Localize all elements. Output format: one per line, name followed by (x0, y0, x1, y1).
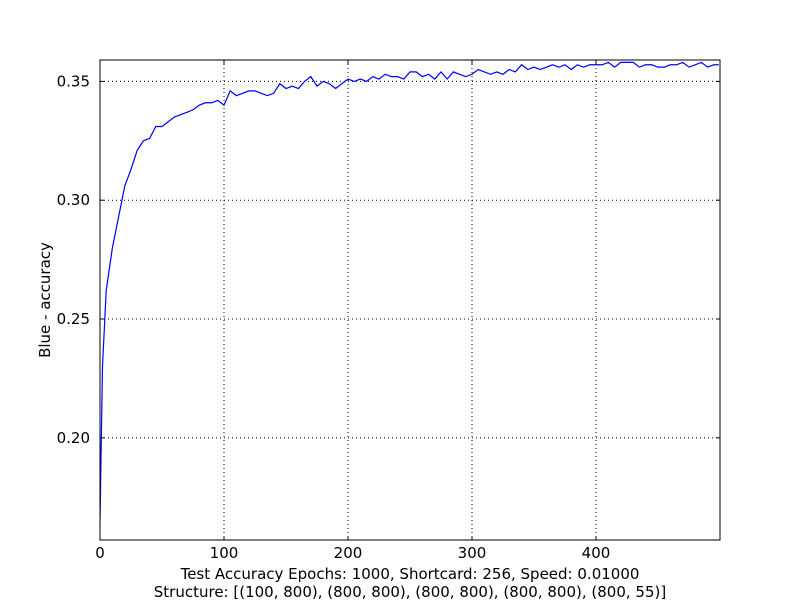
y-axis-label: Blue - accuracy (36, 242, 54, 358)
x-axis-label: Structure: [(100, 800), (800, 800), (800… (154, 583, 666, 600)
x-axis-label: Test Accuracy Epochs: 1000, Shortcard: 2… (180, 565, 640, 583)
y-tick-label: 0.30 (57, 191, 90, 209)
x-tick-label: 400 (582, 544, 611, 562)
y-tick-label: 0.20 (57, 429, 90, 447)
x-tick-label: 300 (458, 544, 487, 562)
x-tick-label: 0 (95, 544, 105, 562)
line-series (100, 61, 719, 521)
y-tick-label: 0.25 (57, 310, 90, 328)
x-tick-label: 200 (334, 544, 363, 562)
y-tick-label: 0.35 (57, 72, 90, 90)
x-tick-label: 100 (210, 544, 239, 562)
plot-frame (99, 59, 721, 541)
